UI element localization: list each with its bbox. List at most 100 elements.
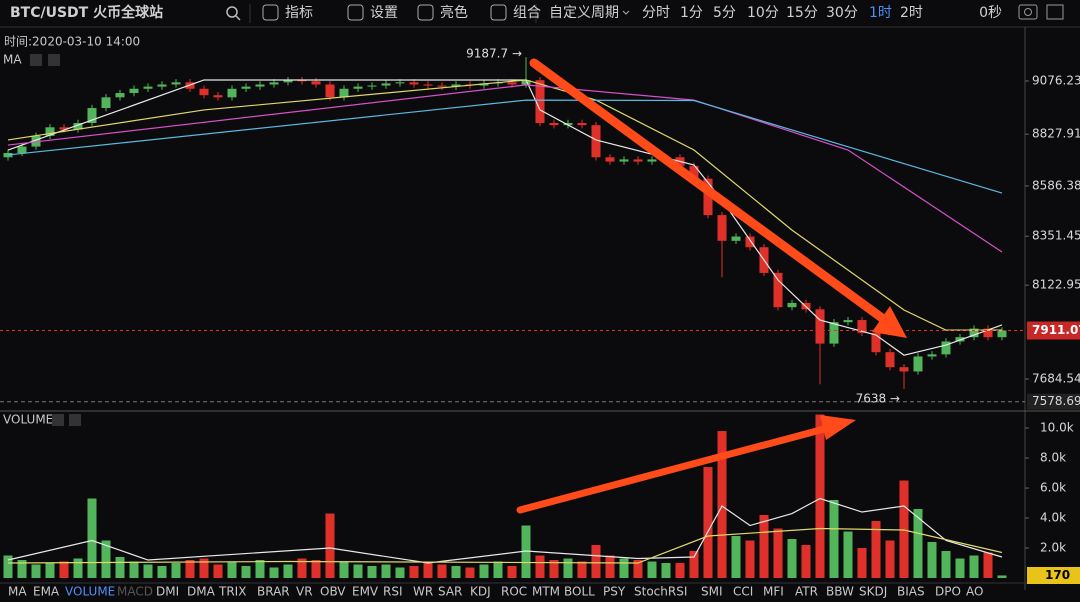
volume-bar xyxy=(395,567,405,578)
indicator-tab[interactable]: BBW xyxy=(826,585,854,599)
timeframe[interactable]: 5分 xyxy=(713,5,736,21)
candle-body xyxy=(773,272,783,308)
indicator-tab[interactable]: MFI xyxy=(763,585,784,599)
tool-icon xyxy=(262,4,279,21)
indicator-tab[interactable]: BRAR xyxy=(257,585,290,599)
indicator-tab[interactable]: VR xyxy=(296,585,313,599)
volume-bar xyxy=(31,564,41,578)
tool[interactable]: 亮色 xyxy=(440,4,468,21)
indicator-tab[interactable]: RSI xyxy=(383,585,403,599)
candle-body xyxy=(367,85,377,87)
volume-bar xyxy=(955,558,965,578)
y-tick-label: 6.0k xyxy=(1040,481,1066,495)
volume-bar xyxy=(871,521,881,578)
timeframe[interactable]: 15分 xyxy=(786,5,818,21)
candle-body xyxy=(241,86,251,89)
timeframe[interactable]: 10分 xyxy=(747,5,779,21)
time-info: 时间:2020-03-10 14:00 xyxy=(4,35,140,49)
volume-bar xyxy=(409,566,419,578)
candle-body xyxy=(549,123,559,126)
indicator-tab[interactable]: TRIX xyxy=(218,585,246,599)
volume-bar xyxy=(773,528,783,578)
candle-body xyxy=(717,215,727,241)
settings-icon[interactable] xyxy=(52,414,64,426)
timeframe[interactable]: 1分 xyxy=(680,5,703,21)
indicator-tab[interactable]: DPO xyxy=(935,585,961,599)
guide-label: 7578.69 xyxy=(1032,394,1080,408)
volume-bar xyxy=(451,566,461,578)
volume-bar xyxy=(297,558,307,578)
candle-body xyxy=(353,86,363,89)
indicator-tab[interactable]: MA xyxy=(8,585,27,599)
timeframe[interactable]: 30分 xyxy=(826,5,858,21)
volume-bar xyxy=(731,536,741,578)
indicator-tab[interactable]: MTM xyxy=(532,585,560,599)
y-tick-label: 10.0k xyxy=(1040,421,1074,435)
timeframe[interactable]: 2时 xyxy=(900,5,923,21)
y-tick-label: 8586.38 xyxy=(1032,178,1080,192)
volume-bar xyxy=(801,545,811,578)
volume-bar xyxy=(255,560,265,578)
candle-body xyxy=(255,84,265,87)
close-icon[interactable] xyxy=(48,54,60,66)
indicator-tab[interactable]: ATR xyxy=(795,585,818,599)
candle-body xyxy=(633,159,643,162)
timeframe[interactable]: 1时 xyxy=(869,5,892,21)
indicator-tab[interactable]: SAR xyxy=(438,585,462,599)
indicator-tab[interactable]: EMA xyxy=(33,585,60,599)
volume-bar xyxy=(647,561,657,578)
tool[interactable]: 指标 xyxy=(285,5,313,21)
candle-body xyxy=(619,159,629,162)
volume-label: VOLUME xyxy=(3,413,53,427)
indicator-tab[interactable]: EMV xyxy=(352,585,379,599)
indicator-tab[interactable]: VOLUME xyxy=(65,585,115,599)
indicator-tab[interactable]: CCI xyxy=(733,585,753,599)
volume-bar xyxy=(507,566,517,578)
indicator-tab[interactable]: DMI xyxy=(156,585,179,599)
y-tick-label: 8351.45 xyxy=(1032,229,1080,243)
tool[interactable]: 组合 xyxy=(513,5,541,21)
window-icon[interactable] xyxy=(1046,4,1064,20)
indicator-tab[interactable]: PSY xyxy=(603,585,626,599)
candle-body xyxy=(703,178,713,216)
tool[interactable]: 设置 xyxy=(370,5,398,21)
countdown: 0秒 xyxy=(979,5,1002,21)
search-icon[interactable] xyxy=(226,6,238,18)
volume-bar xyxy=(479,564,489,578)
indicator-tab[interactable]: BIAS xyxy=(897,585,925,599)
volume-bar xyxy=(17,560,27,578)
last-volume: 170 xyxy=(1045,568,1070,582)
candle-body xyxy=(857,320,867,333)
plot: 7684.54 8122.95 8351.45 8586.38 8827.91 9076.… xyxy=(0,47,1080,584)
indicator-tab[interactable]: WR xyxy=(413,585,433,599)
indicator-tab[interactable]: ROC xyxy=(501,585,527,599)
candle-body xyxy=(507,82,517,85)
custom-period[interactable]: 自定义周期 xyxy=(549,5,619,21)
candle-body xyxy=(451,84,461,87)
indicator-tab[interactable]: OBV xyxy=(320,585,346,599)
candle-body xyxy=(983,328,993,338)
indicator-tab[interactable]: BOLL xyxy=(564,585,595,599)
camera-icon xyxy=(1024,8,1032,16)
min-label: 7638 → xyxy=(856,392,900,406)
timeframe[interactable]: 分时 xyxy=(642,5,670,21)
settings-icon[interactable] xyxy=(30,54,42,66)
volume-bar xyxy=(563,558,573,578)
max-label: 9187.7 → xyxy=(466,47,522,61)
indicator-tab[interactable]: MACD xyxy=(117,585,153,599)
indicator-tab[interactable]: AO xyxy=(966,585,983,599)
indicator-tab[interactable]: DMA xyxy=(187,585,216,599)
indicator-tab[interactable]: SMI xyxy=(701,585,723,599)
indicator-tab[interactable]: SKDJ xyxy=(859,585,887,599)
camera-icon[interactable] xyxy=(1018,4,1038,20)
close-icon[interactable] xyxy=(69,414,81,426)
volume-bar xyxy=(661,563,671,578)
symbol[interactable]: BTC/USDT 火币全球站 xyxy=(10,4,163,21)
indicator-tab[interactable]: KDJ xyxy=(470,585,491,599)
volume-bar xyxy=(325,513,335,578)
y-tick-label: 2.0k xyxy=(1040,541,1066,555)
volume-bar xyxy=(745,540,755,578)
indicator-tab[interactable]: StochRSI xyxy=(634,585,687,599)
volume-bar xyxy=(493,561,503,578)
candle-body xyxy=(73,123,83,130)
